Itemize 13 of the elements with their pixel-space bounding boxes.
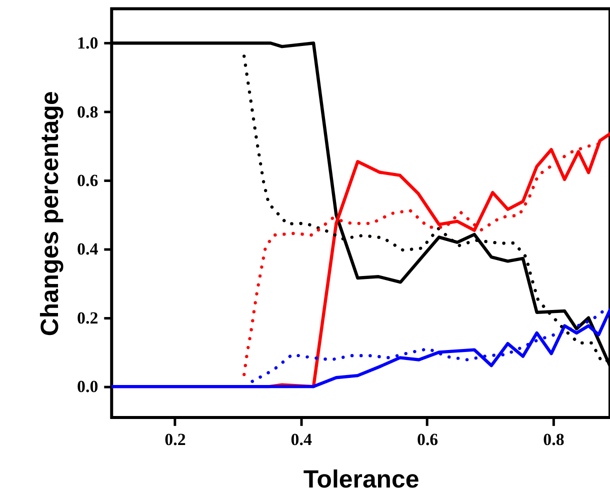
x-tick-label: 0.8 — [543, 430, 564, 449]
x-axis-title: Tolerance — [303, 466, 420, 494]
y-tick-label: 0.6 — [77, 170, 98, 190]
y-tick-label: 1.0 — [77, 34, 98, 53]
x-tick-label: 0.6 — [416, 430, 438, 449]
y-tick-label: 0.2 — [77, 308, 98, 328]
x-tick-label: 0.4 — [290, 430, 312, 449]
line-series — [112, 308, 610, 388]
y-tick-label: 0.4 — [77, 240, 99, 259]
y-tick-label: 0.8 — [77, 102, 98, 122]
x-tick-label: 0.2 — [164, 430, 186, 449]
y-axis-title: Changes percentage — [36, 91, 64, 336]
y-tick-label: 0.0 — [77, 377, 98, 396]
